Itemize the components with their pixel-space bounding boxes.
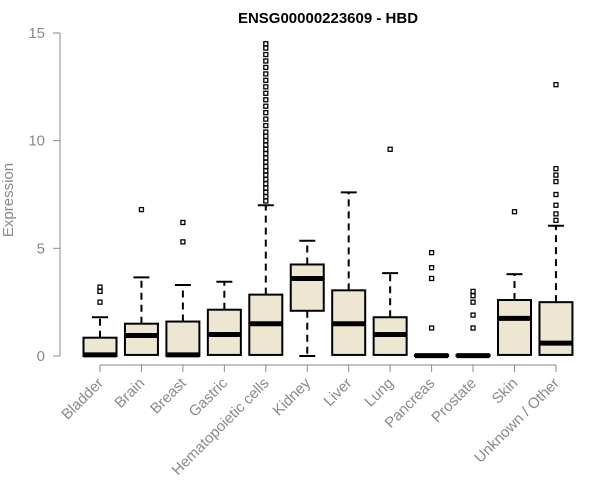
outlier-point bbox=[428, 275, 435, 282]
box-brain bbox=[123, 206, 159, 356]
x-tick-label: Kidney bbox=[270, 374, 315, 419]
outlier-point bbox=[553, 172, 559, 178]
iqr-box bbox=[538, 301, 574, 356]
outlier-point bbox=[180, 219, 186, 226]
outlier-point bbox=[263, 64, 269, 71]
outlier-point bbox=[97, 299, 103, 305]
outlier-point bbox=[263, 155, 269, 161]
outlier-point bbox=[553, 211, 559, 217]
x-tick-label: Bladder bbox=[58, 375, 107, 424]
outlier-point bbox=[263, 110, 269, 116]
outlier-point bbox=[263, 185, 269, 191]
box-prostate bbox=[455, 288, 491, 359]
x-tick-label: Prostate bbox=[428, 375, 480, 427]
x-tick-label: Lung bbox=[361, 375, 397, 411]
iqr-box bbox=[289, 263, 325, 312]
y-tick-label: 0 bbox=[37, 348, 45, 365]
outlier-point bbox=[263, 176, 269, 183]
outlier-point bbox=[553, 166, 559, 172]
outlier-point bbox=[470, 325, 476, 331]
outlier-point bbox=[263, 129, 269, 135]
x-tick-label: Brain bbox=[111, 375, 148, 412]
outlier-point bbox=[263, 194, 269, 200]
outlier-point bbox=[263, 189, 269, 195]
box-series bbox=[82, 41, 574, 359]
outlier-point bbox=[263, 84, 269, 90]
box-lung bbox=[372, 146, 408, 356]
box-unknown-other bbox=[538, 82, 574, 356]
outlier-point bbox=[263, 168, 269, 174]
outlier-point bbox=[263, 142, 269, 148]
outlier-point bbox=[263, 122, 269, 129]
outlier-point bbox=[263, 116, 269, 122]
outlier-point bbox=[263, 71, 269, 77]
outlier-point bbox=[553, 82, 559, 88]
x-tick-label: Skin bbox=[489, 375, 522, 408]
outlier-point bbox=[263, 90, 269, 96]
outlier-point bbox=[511, 209, 518, 215]
y-axis-label: Expression bbox=[0, 163, 17, 237]
outlier-point bbox=[263, 58, 269, 64]
box-skin bbox=[497, 209, 532, 356]
outlier-point bbox=[97, 288, 103, 295]
y-tick-label: 5 bbox=[37, 240, 45, 257]
outlier-point bbox=[387, 146, 393, 152]
y-tick-label: 10 bbox=[28, 133, 45, 150]
box-bladder bbox=[82, 284, 118, 358]
outlier-point bbox=[138, 206, 145, 213]
outlier-point bbox=[428, 249, 435, 256]
box-hematopoietic-cells bbox=[248, 41, 284, 356]
outlier-point bbox=[470, 288, 476, 295]
outlier-point bbox=[553, 202, 559, 208]
box-liver bbox=[331, 191, 367, 356]
outlier-point bbox=[428, 325, 435, 331]
box-breast bbox=[165, 219, 201, 358]
y-tick-label: 15 bbox=[28, 25, 45, 42]
box-pancreas bbox=[414, 249, 450, 359]
iqr-box bbox=[123, 322, 159, 356]
outlier-point bbox=[263, 97, 269, 103]
x-tick-label: Breast bbox=[147, 374, 190, 417]
outlier-point bbox=[553, 217, 559, 223]
outlier-point bbox=[180, 239, 186, 245]
outlier-point bbox=[553, 191, 559, 198]
iqr-box bbox=[165, 320, 201, 357]
outlier-point bbox=[263, 150, 269, 157]
outlier-point bbox=[263, 198, 269, 204]
outlier-point bbox=[263, 77, 269, 84]
outlier-point bbox=[263, 103, 269, 109]
outlier-point bbox=[470, 312, 476, 318]
outlier-point bbox=[263, 45, 269, 51]
box-gastric bbox=[206, 280, 242, 356]
outlier-point bbox=[263, 159, 269, 165]
y-axis-ticks: 0 5 10 15 bbox=[28, 25, 60, 365]
outlier-point bbox=[263, 133, 269, 140]
outlier-point bbox=[553, 178, 559, 185]
outlier-point bbox=[470, 293, 476, 299]
outlier-point bbox=[263, 172, 269, 178]
outlier-point bbox=[428, 265, 435, 271]
outlier-point bbox=[263, 146, 269, 152]
box-kidney bbox=[289, 239, 325, 357]
outlier-point bbox=[470, 299, 476, 305]
x-tick-label: Liver bbox=[321, 375, 356, 410]
outlier-point bbox=[263, 41, 269, 47]
outlier-point bbox=[97, 284, 103, 290]
outlier-point bbox=[263, 181, 269, 187]
iqr-box bbox=[497, 299, 532, 356]
chart-title: ENSG00000223609 - HBD bbox=[238, 10, 418, 27]
outlier-point bbox=[263, 51, 269, 58]
outlier-point bbox=[263, 163, 269, 170]
outlier-point bbox=[263, 138, 269, 144]
